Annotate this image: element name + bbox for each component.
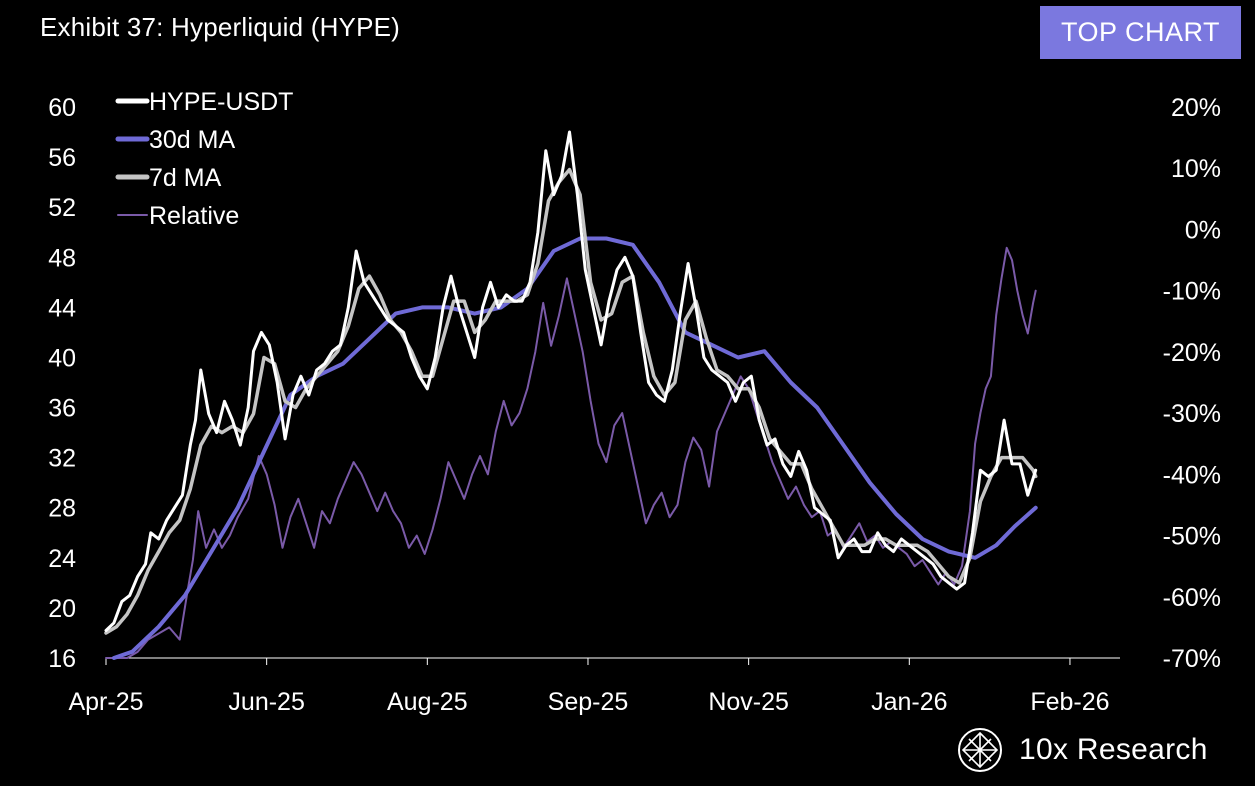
x-tick-label: Feb-26: [1030, 688, 1109, 716]
y-right-tick-label: -30%: [1163, 400, 1221, 428]
y-left-tick-label: 60: [48, 94, 76, 122]
x-tick-label: Apr-25: [68, 688, 143, 716]
y-left-tick-label: 56: [48, 144, 76, 172]
chart-title: Exhibit 37: Hyperliquid (HYPE): [40, 12, 401, 42]
legend: HYPE-USDT 30d MA 7d MA Relative: [115, 88, 293, 230]
series-group: [104, 130, 1038, 660]
10x-research-logo-icon: [958, 728, 1002, 772]
legend-label: Relative: [149, 202, 239, 230]
y-left-tick-label: 20: [48, 595, 76, 623]
x-tick-label: Jan-26: [871, 688, 947, 716]
y-right-tick-label: 20%: [1171, 94, 1221, 122]
y-left-tick-label: 52: [48, 194, 76, 222]
y-left-tick-label: 44: [48, 294, 76, 322]
y-left-tick-labels: 16 20 24 28 32 36 40 44 48 52 56 60: [48, 94, 76, 673]
x-tick-label: Sep-25: [548, 688, 629, 716]
y-right-tick-label: -40%: [1163, 461, 1221, 489]
x-ticks: [105, 658, 1071, 665]
y-left-tick-label: 40: [48, 344, 76, 372]
y-left-tick-label: 36: [48, 395, 76, 423]
y-right-tick-label: -60%: [1163, 584, 1221, 612]
y-right-tick-label: -20%: [1163, 339, 1221, 367]
y-left-tick-label: 48: [48, 244, 76, 272]
y-right-tick-label: -70%: [1163, 645, 1221, 673]
y-right-tick-label: -50%: [1163, 523, 1221, 551]
y-left-tick-label: 32: [48, 445, 76, 473]
y-right-tick-label: -10%: [1163, 278, 1221, 306]
brand-name: 10x Research: [1019, 733, 1208, 766]
x-tick-label: Nov-25: [708, 688, 789, 716]
x-tick-label: Aug-25: [387, 688, 468, 716]
brand: 10x Research: [957, 725, 1208, 775]
x-tick-labels: Apr-25 Jun-25 Aug-25 Sep-25 Nov-25 Jan-26 Feb-…: [68, 688, 1109, 716]
x-tick-label: Jun-25: [228, 688, 304, 716]
y-right-tick-label: 0%: [1185, 216, 1221, 244]
top-chart-badge: TOP CHART: [1040, 6, 1241, 59]
relative-series-line: [105, 246, 1037, 659]
y-left-tick-label: 24: [48, 545, 76, 573]
y-right-tick-label: 10%: [1171, 155, 1221, 183]
ma7-series-line: [104, 167, 1038, 635]
y-left-tick-label: 16: [48, 645, 76, 673]
legend-label: HYPE-USDT: [149, 88, 293, 116]
y-right-tick-labels: -70% -60% -50% -40% -30% -20% -10% 0% 10% 20%: [1163, 94, 1221, 673]
ma30-series-line: [111, 236, 1038, 660]
hype-usdt-series-line: [104, 130, 1038, 632]
y-left-tick-label: 28: [48, 495, 76, 523]
legend-label: 7d MA: [149, 164, 222, 192]
legend-label: 30d MA: [149, 126, 235, 154]
